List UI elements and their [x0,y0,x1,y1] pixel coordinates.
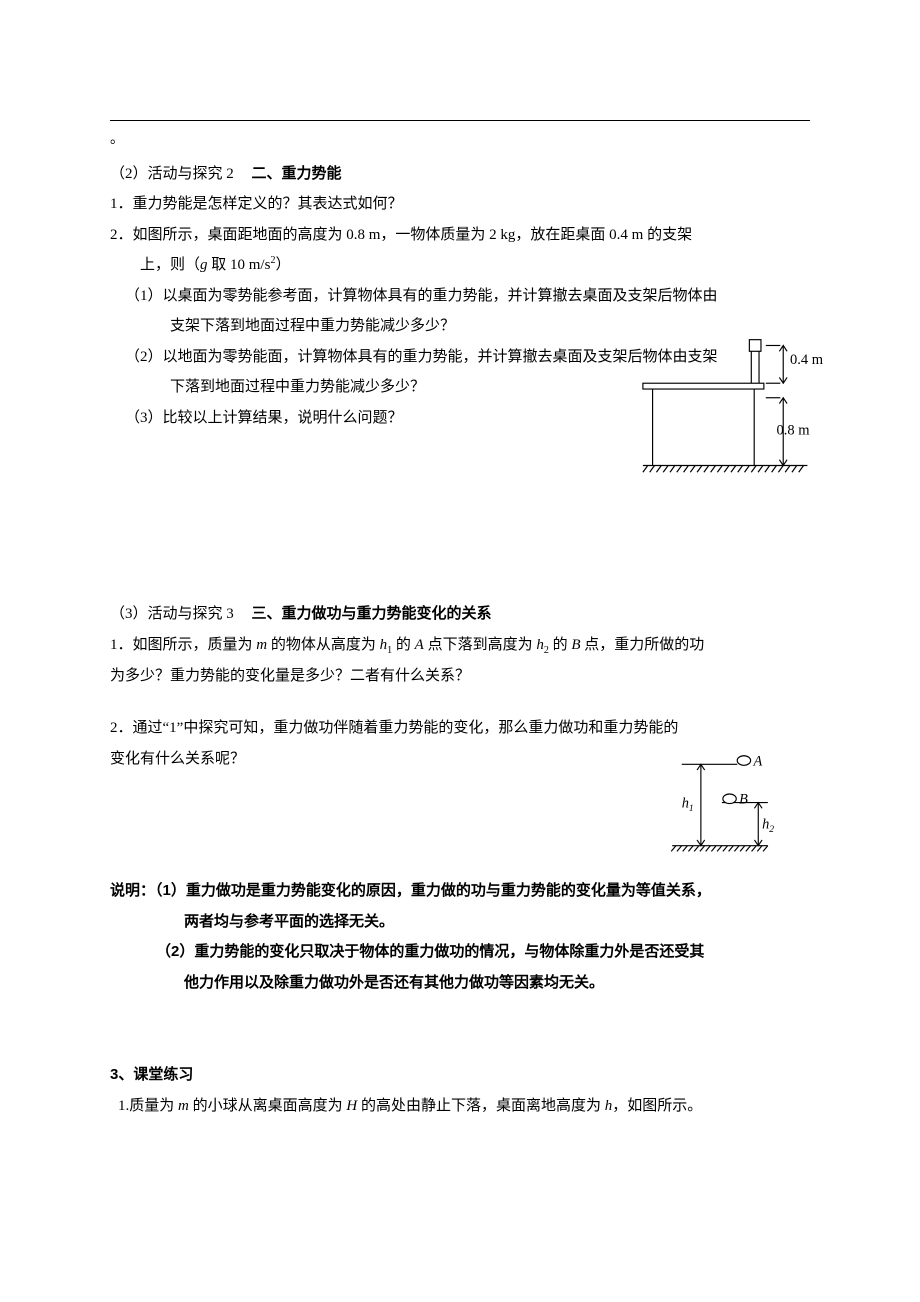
s2-q2-suffix: ） [275,257,290,273]
fig1-label-08m: 0.8 m [776,422,810,438]
t: 点下落到高度为 [424,637,537,653]
document-page: 。 （2）活动与探究 2 二、重力势能 1．重力势能是怎样定义的？其表达式如何？… [0,0,920,1302]
t: 的小球从离桌面高度为 [189,1098,347,1114]
fig2-label-B: B [739,792,748,808]
t: 1．如图所示，质量为 [110,637,256,653]
section-3-label: （3）活动与探究 3 [110,606,234,622]
t: H [346,1098,357,1114]
s2-sub1-line1: （1）以桌面为零势能参考面，计算物体具有的重力势能，并计算撤去桌面及支架后物体由 [110,282,810,311]
t: B [571,637,580,653]
t: 的 [392,637,415,653]
t: 点，重力所做的功 [581,637,705,653]
stray-period: 。 [110,127,810,154]
t: ，如图所示。 [612,1098,702,1114]
t: m [256,637,267,653]
s3-q1-line1: 1．如图所示，质量为 m 的物体从高度为 h1 的 A 点下落到高度为 h2 的… [110,631,810,660]
s2-q1: 1．重力势能是怎样定义的？其表达式如何？ [110,190,810,219]
s2-q2-mid: 取 10 m/s [208,257,271,273]
note-p1b: 两者均与参考平面的选择无关。 [110,908,810,937]
practice-q1: 1.质量为 m 的小球从离桌面高度为 H 的高处由静止下落，桌面离地高度为 h，… [110,1092,810,1121]
s3-q2-line1: 2．通过“1”中探究可知，重力做功伴随着重力势能的变化，那么重力做功和重力势能的 [110,714,810,743]
spacer [110,692,810,712]
note-head: 说明： [110,882,155,899]
section-2: （2）活动与探究 2 二、重力势能 1．重力势能是怎样定义的？其表达式如何？ 2… [110,160,810,433]
t: h [536,637,544,653]
s2-q2-g: g [200,257,208,273]
practice-head: 3、课堂练习 [110,1061,810,1090]
fig2-label-h1: h1 [682,795,694,814]
spacer [110,999,810,1059]
s3-q1-line2: 为多少？重力势能的变化量是多少？二者有什么关系？ [110,662,810,691]
section-2-title: 二、重力势能 [252,165,342,182]
t: 的高处由静止下落，桌面离地高度为 [357,1098,605,1114]
t: m [178,1098,189,1114]
s2-q2-line1: 2．如图所示，桌面距地面的高度为 0.8 m，一物体质量为 2 kg，放在距桌面… [110,221,810,250]
fig2-label-h2: h2 [762,817,774,836]
t: A [415,637,424,653]
figure-table-stand: 0.4 m 0.8 m [630,330,830,480]
t: 的 [549,637,572,653]
t: 1.质量为 [118,1098,178,1114]
note-p2b: 他力作用以及除重力做功外是否还有其他力做功等因素均无关。 [110,969,810,998]
s2-q2-line2: 上，则（g 取 10 m/s2） [110,251,810,280]
section-2-header: （2）活动与探究 2 二、重力势能 [110,160,810,189]
t: h [380,637,388,653]
note-p2: （2）重力势能的变化只取决于物体的重力做功的情况，与物体除重力外是否还受其 [110,938,810,967]
section-3-header: （3）活动与探究 3 三、重力做功与重力势能变化的关系 [110,600,810,629]
s2-q2-prefix: 上，则（ [140,257,200,273]
figure-ab-drop: A B h1 h2 [660,750,780,860]
fig1-label-04m: 0.4 m [790,351,824,367]
fig2-label-A: A [752,753,762,769]
s3-q2-block: 2．通过“1”中探究可知，重力做功伴随着重力势能的变化，那么重力做功和重力势能的… [110,714,810,773]
top-rule [110,120,810,121]
spacer [110,534,810,594]
section-3-title: 三、重力做功与重力势能变化的关系 [252,605,492,622]
section-2-label: （2）活动与探究 2 [110,166,234,182]
note-block: 说明：（1）重力做功是重力势能变化的原因，重力做的功与重力势能的变化量为等值关系… [110,877,810,906]
t: 的物体从高度为 [267,637,380,653]
section-3: （3）活动与探究 3 三、重力做功与重力势能变化的关系 1．如图所示，质量为 m… [110,600,810,773]
note-p1: （1）重力做功是重力势能变化的原因，重力做的功与重力势能的变化量为等值关系， [155,882,711,899]
